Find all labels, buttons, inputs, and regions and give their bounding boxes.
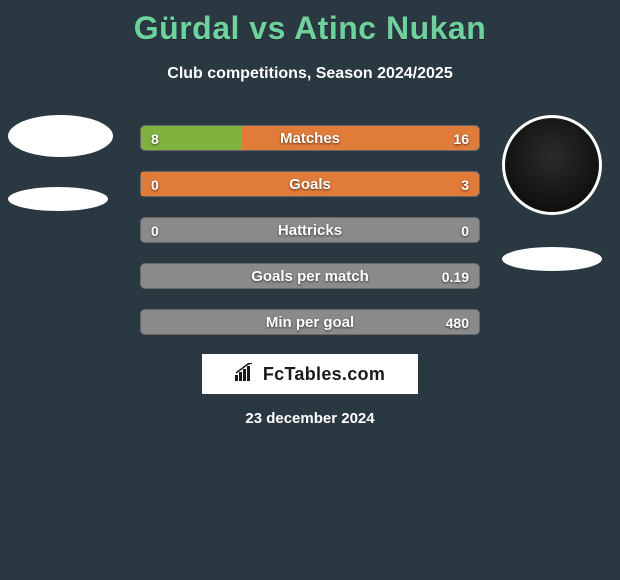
- player-left-avatar: [8, 115, 113, 157]
- bar-label: Min per goal: [141, 310, 479, 334]
- footer-logo-text: FcTables.com: [263, 364, 385, 385]
- bar-row: 03Goals: [140, 171, 480, 197]
- player-right-avatar: [502, 115, 602, 215]
- bar-row: 816Matches: [140, 125, 480, 151]
- bar-label: Goals per match: [141, 264, 479, 288]
- player-right-name-pill: [502, 247, 602, 271]
- bar-row: 480Min per goal: [140, 309, 480, 335]
- page-title: Gürdal vs Atinc Nukan: [0, 0, 620, 47]
- bar-label: Matches: [141, 126, 479, 150]
- bar-row: 00Hattricks: [140, 217, 480, 243]
- subtitle: Club competitions, Season 2024/2025: [0, 65, 620, 83]
- footer-logo: FcTables.com: [202, 354, 418, 394]
- bar-label: Hattricks: [141, 218, 479, 242]
- player-left-panel: [8, 115, 113, 211]
- chart-icon: [235, 363, 257, 386]
- footer-date: 23 december 2024: [0, 410, 620, 427]
- bar-label: Goals: [141, 172, 479, 196]
- bar-row: 0.19Goals per match: [140, 263, 480, 289]
- player-left-name-pill: [8, 187, 108, 211]
- player-right-panel: [502, 115, 602, 271]
- comparison-bars: 816Matches 03Goals 00Hattricks 0.19Goals pe…: [140, 125, 480, 355]
